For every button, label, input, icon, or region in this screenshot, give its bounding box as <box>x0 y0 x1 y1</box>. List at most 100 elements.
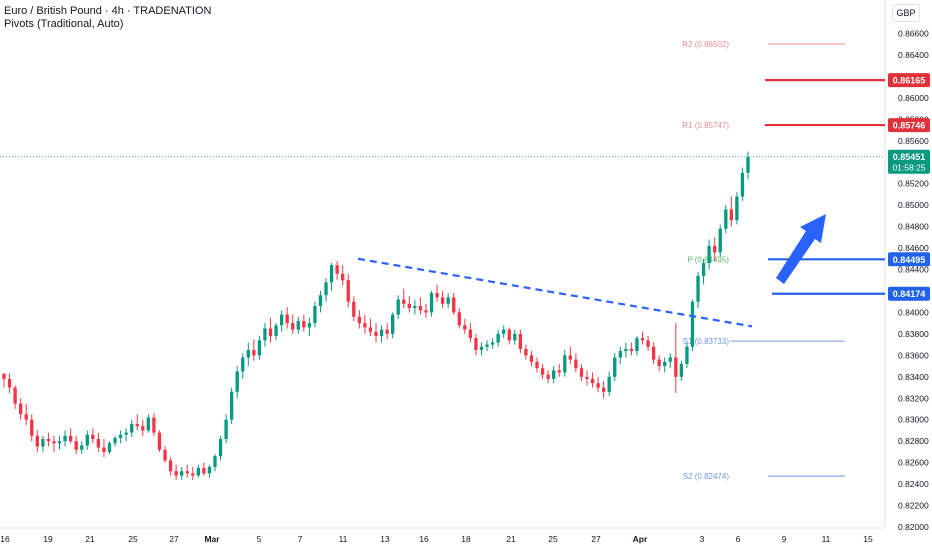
y-tick-label: 0.85600 <box>898 136 929 146</box>
candle-body <box>41 439 45 447</box>
candle-body <box>207 466 212 474</box>
candle <box>163 446 167 463</box>
candle-body <box>385 329 389 334</box>
candle-body <box>341 273 345 281</box>
candle-body <box>507 329 511 341</box>
x-tick-label: 3 <box>700 534 705 544</box>
y-tick-label: 0.83800 <box>898 329 929 339</box>
candle <box>463 318 467 334</box>
candle-body <box>346 280 350 302</box>
candle-body <box>130 424 134 433</box>
candle-body <box>707 245 711 264</box>
candle <box>113 435 117 447</box>
candle <box>52 435 56 452</box>
candle <box>601 381 606 399</box>
candle-body <box>746 156 750 173</box>
current-price-value: 0.85451 <box>893 152 926 162</box>
candle-body <box>80 445 84 450</box>
candle-body <box>352 301 356 317</box>
candle-body <box>213 456 217 467</box>
candle <box>146 414 151 433</box>
candle <box>568 346 572 364</box>
candle-body <box>124 432 128 435</box>
candle-body <box>291 323 295 330</box>
candle-body <box>463 325 467 330</box>
candle <box>724 205 728 234</box>
candle <box>413 299 417 315</box>
candle-body <box>613 357 617 377</box>
candle-body <box>402 299 406 304</box>
candle <box>429 290 434 317</box>
candle <box>41 435 45 452</box>
candle-body <box>191 473 195 476</box>
candle-body <box>96 439 101 448</box>
candle <box>185 464 189 478</box>
candle <box>30 414 34 442</box>
candle <box>130 419 134 437</box>
candle <box>63 430 67 447</box>
price-axis-label-text: 0.86165 <box>893 76 926 86</box>
up-arrow-shape <box>776 214 826 284</box>
candle <box>274 323 278 341</box>
candle <box>202 462 206 476</box>
candle-body <box>563 355 567 373</box>
x-tick-label: 27 <box>591 534 601 544</box>
pivot-label: R2 (0.86502) <box>682 40 729 49</box>
candle <box>563 349 567 377</box>
candle-body <box>429 293 434 313</box>
candle-body <box>313 305 317 324</box>
candle <box>268 317 273 343</box>
candle-body <box>368 327 373 332</box>
candle <box>257 336 262 360</box>
candle-body <box>651 346 656 360</box>
candle <box>385 323 389 340</box>
candle-body <box>68 435 73 442</box>
candle-body <box>446 297 450 304</box>
candle <box>352 296 356 321</box>
x-tick-label: 18 <box>461 534 471 544</box>
candle <box>674 323 678 393</box>
candle <box>313 301 317 328</box>
candle-body <box>57 441 62 444</box>
candle <box>585 370 589 386</box>
candle <box>746 151 750 180</box>
candle <box>502 325 506 339</box>
candle <box>324 278 328 302</box>
candle-body <box>141 426 145 431</box>
candle <box>574 353 578 373</box>
candle <box>207 464 212 478</box>
x-tick-label: 15 <box>863 534 873 544</box>
candle <box>579 363 584 382</box>
candle <box>396 295 400 319</box>
candle <box>241 353 245 379</box>
candle-body <box>718 228 722 253</box>
candle <box>496 329 500 347</box>
candle-body <box>629 348 634 352</box>
candle <box>479 342 484 356</box>
candle-body <box>13 387 17 404</box>
x-tick-label: 16 <box>0 534 10 544</box>
currency-button[interactable]: GBP <box>892 4 920 22</box>
candle-body <box>524 348 528 356</box>
x-tick-label: Apr <box>633 534 648 544</box>
candle-body <box>302 321 306 328</box>
candle <box>713 237 717 261</box>
candle <box>729 196 734 227</box>
candle-body <box>435 293 439 298</box>
candle-body <box>135 424 139 427</box>
candle <box>196 464 200 478</box>
candle <box>624 342 628 358</box>
candle-body <box>518 333 523 349</box>
candle-body <box>529 355 534 362</box>
candle <box>180 466 184 480</box>
x-tick-label: 6 <box>736 534 741 544</box>
candle <box>540 363 545 379</box>
candle-body <box>180 471 184 476</box>
candle-body <box>307 323 312 328</box>
candle-body <box>624 348 628 352</box>
candle <box>318 290 323 313</box>
candle <box>407 296 411 313</box>
candle-body <box>85 434 89 446</box>
candle-body <box>296 321 300 330</box>
